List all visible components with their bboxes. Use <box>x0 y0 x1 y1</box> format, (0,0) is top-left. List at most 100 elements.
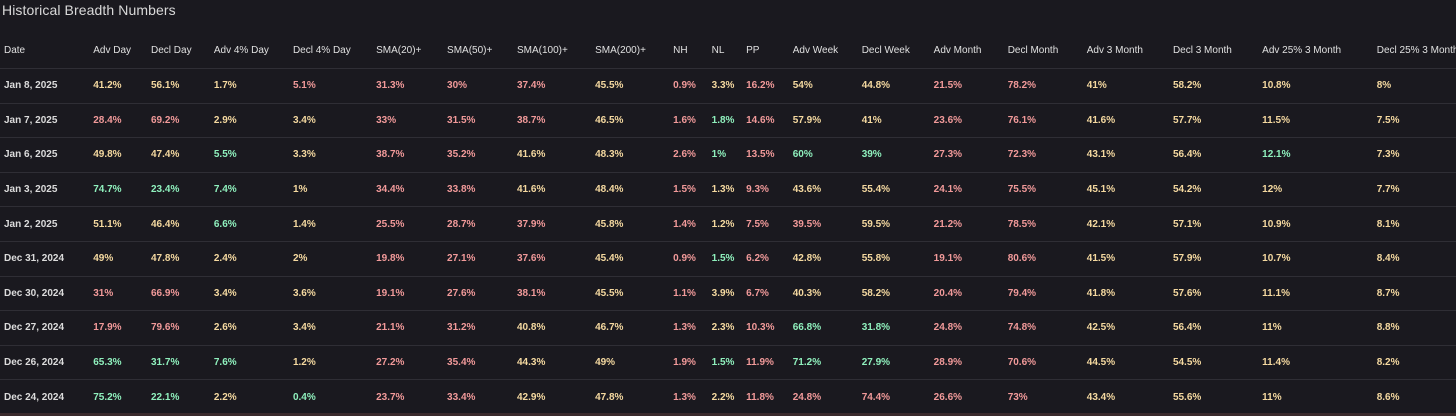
value-cell: 47.4% <box>147 137 210 173</box>
value-cell: 54.2% <box>1168 172 1259 208</box>
value-cell: 56.1% <box>147 68 210 104</box>
value-cell: 11.1% <box>1258 276 1373 312</box>
column-header[interactable]: Decl 3 Month <box>1168 32 1259 69</box>
value-cell: 5.1% <box>288 68 373 104</box>
table-row: Dec 31, 2024 49% 47.8% 2.4% 2% 19.8% 27.1% 37.6… <box>0 241 1456 277</box>
column-header[interactable]: SMA(200)+ <box>591 32 670 69</box>
column-header[interactable]: SMA(100)+ <box>513 32 592 69</box>
value-cell: 11% <box>1258 379 1373 415</box>
value-cell: 27.1% <box>443 241 513 277</box>
value-cell: 59.5% <box>857 206 930 242</box>
value-cell: 1.1% <box>669 276 708 312</box>
value-cell: 14.6% <box>742 103 789 139</box>
table-row: Jan 2, 2025 51.1% 46.4% 6.6% 1.4% 25.5% 28.7% 3… <box>0 206 1456 242</box>
value-cell: 8.1% <box>1372 206 1456 242</box>
value-cell: 43.4% <box>1082 379 1169 415</box>
column-header[interactable]: Adv Month <box>929 32 1004 69</box>
value-cell: 3.6% <box>288 276 373 312</box>
column-header[interactable]: Adv 3 Month <box>1082 32 1169 69</box>
value-cell: 3.4% <box>288 310 373 346</box>
value-cell: 41% <box>857 103 930 139</box>
value-cell: 24.1% <box>929 172 1004 208</box>
column-header[interactable]: SMA(50)+ <box>443 32 513 69</box>
value-cell: 27.6% <box>443 276 513 312</box>
table-header-row: Date Adv Day Decl Day Adv 4% Day Decl 4% Day… <box>0 32 1456 69</box>
value-cell: 10.9% <box>1258 206 1373 242</box>
column-header[interactable]: Decl 4% Day <box>288 32 373 69</box>
value-cell: 19.8% <box>372 241 444 277</box>
value-cell: 47.8% <box>147 241 210 277</box>
column-header[interactable]: SMA(20)+ <box>372 32 444 69</box>
value-cell: 56.4% <box>1168 310 1259 346</box>
value-cell: 73% <box>1003 379 1083 415</box>
column-header[interactable]: Decl 25% 3 Month <box>1372 32 1456 69</box>
value-cell: 21.2% <box>929 206 1004 242</box>
value-cell: 10.7% <box>1258 241 1373 277</box>
value-cell: 69.2% <box>147 103 210 139</box>
value-cell: 5.5% <box>209 137 289 173</box>
value-cell: 7.3% <box>1372 137 1456 173</box>
table-row: Jan 6, 2025 49.8% 47.4% 5.5% 3.3% 38.7% 35.2% 4… <box>0 137 1456 173</box>
value-cell: 8.7% <box>1372 276 1456 312</box>
value-cell: 6.7% <box>742 276 789 312</box>
value-cell: 41.6% <box>1082 103 1169 139</box>
value-cell: 46.4% <box>147 206 210 242</box>
value-cell: 51.1% <box>89 206 147 242</box>
value-cell: 27.2% <box>372 345 444 381</box>
column-header[interactable]: Decl Week <box>857 32 930 69</box>
value-cell: 57.1% <box>1168 206 1259 242</box>
date-cell: Jan 7, 2025 <box>0 103 90 139</box>
column-header[interactable]: Decl Day <box>147 32 210 69</box>
column-header[interactable]: Adv Week <box>788 32 858 69</box>
value-cell: 47.8% <box>591 379 670 415</box>
value-cell: 26.6% <box>929 379 1004 415</box>
column-header[interactable]: PP <box>742 32 789 69</box>
column-header[interactable]: NH <box>669 32 708 69</box>
value-cell: 80.6% <box>1003 241 1083 277</box>
value-cell: 0.4% <box>288 379 373 415</box>
column-header[interactable]: Adv 4% Day <box>209 32 289 69</box>
value-cell: 78.2% <box>1003 68 1083 104</box>
value-cell: 31.2% <box>443 310 513 346</box>
table-row: Dec 30, 2024 31% 66.9% 3.4% 3.6% 19.1% 27.6% 38… <box>0 276 1456 312</box>
value-cell: 33.8% <box>443 172 513 208</box>
value-cell: 19.1% <box>929 241 1004 277</box>
value-cell: 31.5% <box>443 103 513 139</box>
value-cell: 71.2% <box>788 345 858 381</box>
value-cell: 23.7% <box>372 379 444 415</box>
column-header[interactable]: Adv 25% 3 Month <box>1258 32 1373 69</box>
column-header[interactable]: Decl Month <box>1003 32 1083 69</box>
column-header[interactable]: Adv Day <box>89 32 147 69</box>
value-cell: 1.4% <box>288 206 373 242</box>
column-header[interactable]: NL <box>707 32 743 69</box>
value-cell: 20.4% <box>929 276 1004 312</box>
value-cell: 57.9% <box>788 103 858 139</box>
value-cell: 49% <box>591 345 670 381</box>
column-header[interactable]: Date <box>0 32 90 69</box>
value-cell: 76.1% <box>1003 103 1083 139</box>
value-cell: 31.7% <box>147 345 210 381</box>
value-cell: 28.9% <box>929 345 1004 381</box>
date-cell: Dec 24, 2024 <box>0 379 90 415</box>
page-title: Historical Breadth Numbers <box>2 2 176 18</box>
value-cell: 7.7% <box>1372 172 1456 208</box>
value-cell: 45.5% <box>591 276 670 312</box>
value-cell: 2.6% <box>209 310 289 346</box>
value-cell: 38.1% <box>513 276 592 312</box>
value-cell: 54% <box>788 68 858 104</box>
value-cell: 2.4% <box>209 241 289 277</box>
value-cell: 1.9% <box>669 345 708 381</box>
table-row: Jan 3, 2025 74.7% 23.4% 7.4% 1% 34.4% 33.8% 41.… <box>0 172 1456 208</box>
value-cell: 43.1% <box>1082 137 1169 173</box>
value-cell: 1% <box>288 172 373 208</box>
value-cell: 41.6% <box>513 172 592 208</box>
value-cell: 1.5% <box>669 172 708 208</box>
value-cell: 12% <box>1258 172 1373 208</box>
value-cell: 1.4% <box>669 206 708 242</box>
table-row: Dec 26, 2024 65.3% 31.7% 7.6% 1.2% 27.2% 35.4%… <box>0 345 1456 381</box>
value-cell: 66.8% <box>788 310 858 346</box>
value-cell: 19.1% <box>372 276 444 312</box>
value-cell: 75.2% <box>89 379 147 415</box>
value-cell: 1.7% <box>209 68 289 104</box>
value-cell: 56.4% <box>1168 137 1259 173</box>
